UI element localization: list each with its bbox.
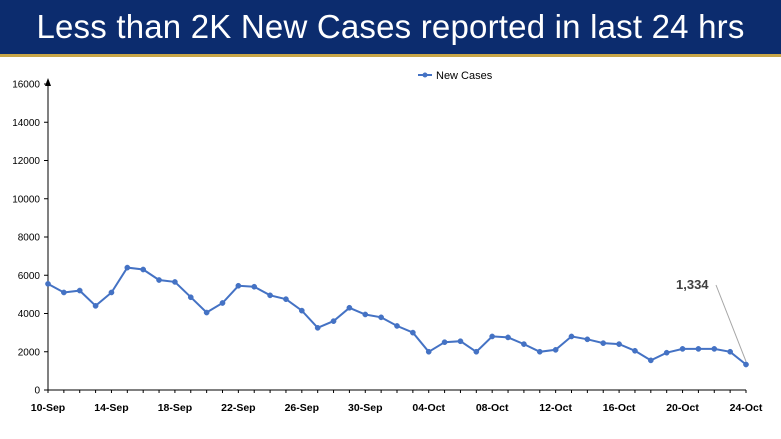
x-tick-label: 16-Oct [603,402,636,414]
data-point [600,340,607,346]
data-point [410,329,416,336]
data-point [330,318,337,324]
data-point [394,323,400,329]
x-tick-label: 22-Sep [221,402,255,414]
x-tick-label: 24-Oct [730,402,763,414]
data-point [219,300,226,306]
data-point [124,264,131,271]
callout: 1,334 [676,277,747,362]
y-tick-label: 6000 [18,271,41,282]
data-point [378,314,384,321]
data-point [663,349,670,356]
data-point [362,311,369,318]
x-tick-label: 18-Sep [158,402,192,414]
data-point [346,304,353,311]
data-point [235,282,242,289]
x-tick-label: 12-Oct [539,402,572,414]
legend: New Cases [418,70,493,82]
y-axis-arrow-icon [45,78,51,86]
line-chart: 0 2000 4000 6000 8000 10000 12000 14000 16000 10… [12,70,763,414]
callout-label: 1,334 [676,277,709,292]
series-new-cases [45,264,749,368]
y-tick-label: 16000 [12,80,40,91]
data-point [552,346,559,353]
data-point [457,338,464,345]
y-tick-label: 4000 [18,309,41,320]
data-point [61,289,67,296]
callout-leader-line [715,284,747,362]
y-tick-label: 0 [34,386,40,397]
data-point [92,303,99,309]
data-point [521,341,527,347]
y-axis: 0 2000 4000 6000 8000 10000 12000 14000 16000 [12,78,51,397]
legend-point-marker [422,72,428,78]
data-point [632,347,638,354]
y-tick-label: 12000 [12,156,40,167]
data-point [172,279,178,285]
data-point [616,341,622,347]
data-point [679,346,686,352]
data-point [187,294,194,301]
data-point [283,296,289,303]
data-point [140,266,147,273]
series-line [47,266,747,366]
x-tick-label: 10-Sep [31,402,65,414]
data-point [711,346,718,352]
page-title: Less than 2K New Cases reported in last … [36,8,745,45]
data-point [536,348,543,355]
x-axis: 10-Sep 14-Sep 18-Sep 22-Sep 26-Sep 30-Sep 04-O… [31,389,763,414]
data-point [727,348,733,355]
y-tick-label: 8000 [18,233,41,244]
data-point [76,287,83,294]
data-point [489,333,496,340]
data-point [647,357,654,364]
x-tick-label: 14-Sep [94,402,128,414]
data-point [45,281,51,287]
y-tick-label: 2000 [18,347,41,358]
data-point [251,283,258,290]
data-point [298,307,305,314]
x-tick-label: 04-Oct [412,402,445,414]
x-tick-label: 20-Oct [666,402,699,414]
y-tick-label: 10000 [12,194,40,205]
data-point [203,309,210,316]
data-point [505,334,511,341]
x-tick-label: 30-Sep [348,402,382,414]
data-point [695,346,702,352]
title-banner: Less than 2K New Cases reported in last … [0,0,781,57]
data-point [108,289,115,296]
data-point [441,339,448,346]
data-point [568,333,575,340]
x-tick-label: 26-Sep [285,402,319,414]
data-point [314,324,321,331]
legend-label: New Cases [436,70,493,82]
data-point [473,348,480,355]
y-tick-label: 14000 [12,118,40,129]
data-point [425,348,432,355]
data-point [267,292,273,299]
data-point [584,336,591,343]
x-tick-label: 08-Oct [476,402,509,414]
data-point [743,361,749,368]
data-point [156,277,162,283]
